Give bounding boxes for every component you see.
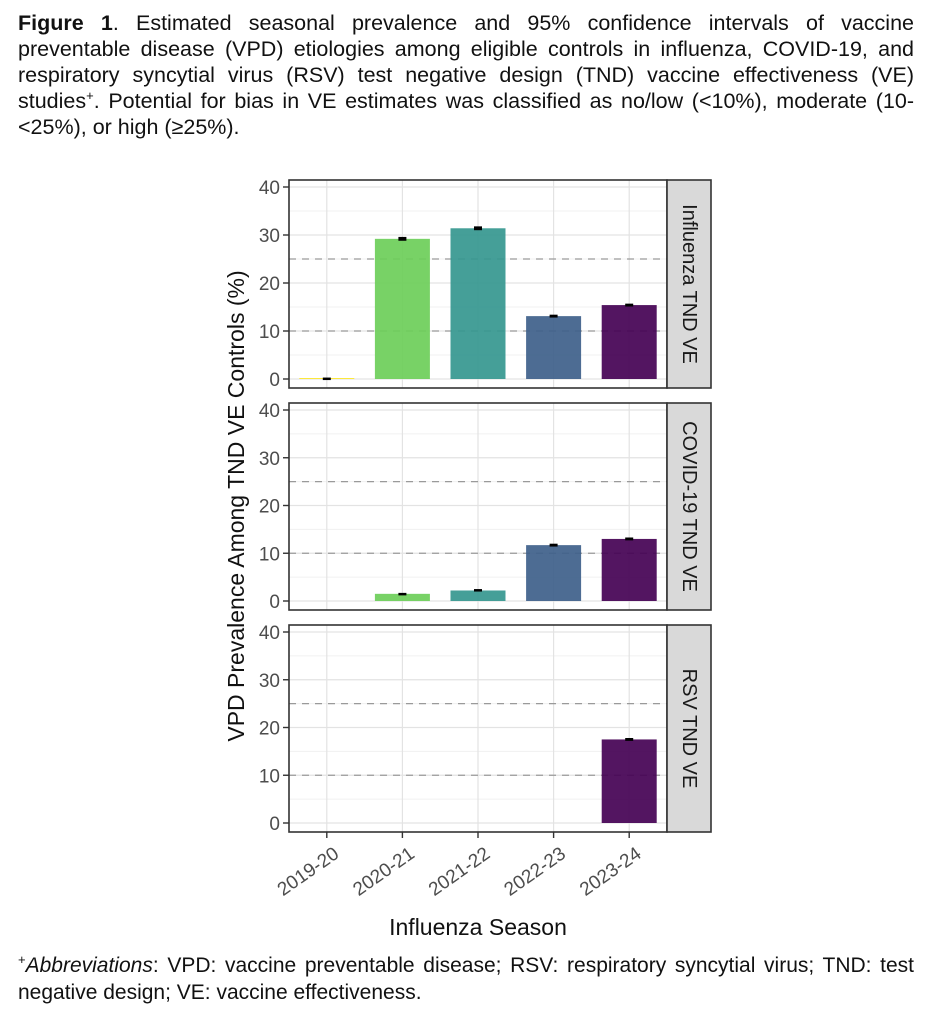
x-tick-label: 2022-23	[501, 843, 570, 900]
error-bar-2020-21	[398, 236, 407, 241]
y-tick-label: 30	[259, 449, 280, 470]
x-tick-label: 2019-20	[274, 843, 343, 900]
x-axis-title: Influenza Season	[389, 914, 567, 940]
y-tick-label: 0	[269, 370, 280, 391]
bar-2022-23	[526, 316, 582, 379]
footnote-label: Abbreviations	[25, 954, 153, 977]
bar-2021-22	[450, 590, 506, 601]
facet-strip-label: COVID-19 TND VE	[678, 421, 700, 592]
y-axis-title: VPD Prevalence Among TND VE Controls (%)	[223, 270, 249, 741]
figure-caption: Figure 1. Estimated seasonal prevalence …	[18, 10, 914, 140]
x-tick-label: 2020-21	[349, 843, 418, 900]
y-tick-label: 30	[259, 226, 280, 247]
y-tick-label: 10	[259, 322, 280, 343]
bar-2023-24	[601, 305, 657, 379]
y-tick-label: 40	[259, 401, 280, 422]
y-tick-label: 10	[259, 544, 280, 565]
bar-2020-21	[374, 593, 430, 601]
y-tick-label: 20	[259, 274, 280, 295]
footnote-text: : VPD: vaccine preventable disease; RSV:…	[18, 954, 914, 1004]
facet-strip-label: Influenza TND VE	[678, 204, 700, 364]
bar-2022-23	[526, 545, 582, 601]
error-bar-2022-23	[549, 314, 558, 318]
y-tick-label: 20	[259, 719, 280, 740]
error-bar-2022-23	[549, 543, 558, 547]
error-bar-2019-20	[322, 377, 331, 381]
error-bar-2021-22	[474, 226, 482, 231]
footnote-marker: +	[18, 952, 26, 967]
bar-2021-22	[450, 228, 506, 379]
error-bar-2021-22	[474, 589, 482, 592]
bar-2023-24	[601, 739, 657, 823]
x-tick-label: 2021-22	[425, 843, 494, 900]
bar-2023-24	[601, 538, 657, 601]
y-tick-label: 10	[259, 766, 280, 787]
y-tick-label: 0	[269, 592, 280, 613]
y-tick-label: 0	[269, 814, 280, 835]
error-bar-2020-21	[398, 592, 407, 596]
abbreviations-footnote: +Abbreviations: VPD: vaccine preventable…	[18, 952, 914, 1006]
caption-text: . Estimated seasonal prevalence and 95% …	[18, 11, 914, 113]
caption-marker: +	[86, 87, 94, 103]
error-bar-2023-24	[625, 537, 634, 541]
y-tick-label: 20	[259, 497, 280, 518]
facet-strip	[666, 402, 712, 611]
caption-text-2: . Potential for bias in VE estimates was…	[18, 89, 914, 139]
bar-2020-21	[374, 238, 430, 379]
error-bar-2023-24	[625, 303, 634, 307]
facet-strip	[666, 624, 712, 833]
facet-strip	[666, 179, 712, 389]
error-bar-2023-24	[625, 738, 634, 741]
figure-label: Figure 1	[18, 11, 113, 35]
x-tick-label: 2023-24	[576, 843, 646, 900]
facet-strip-label: RSV TND VE	[678, 669, 700, 789]
y-tick-label: 40	[259, 623, 280, 644]
y-tick-label: 30	[259, 671, 280, 692]
y-tick-label: 40	[259, 178, 280, 199]
